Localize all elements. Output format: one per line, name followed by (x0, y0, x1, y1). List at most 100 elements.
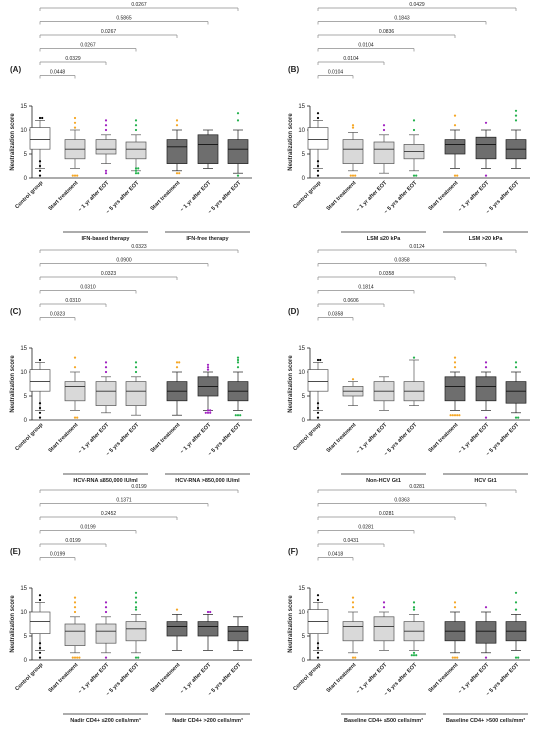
outlier-point (236, 361, 240, 364)
y-tick-label: 10 (20, 610, 27, 616)
x-tick-label: Start treatment (326, 422, 358, 454)
outlier-point (206, 409, 210, 412)
outlier-point (316, 116, 320, 120)
outlier-point (104, 361, 108, 364)
outlier-point (453, 656, 457, 659)
outlier-point (104, 169, 108, 172)
outlier-point (38, 642, 42, 645)
outlier-point (453, 174, 457, 177)
outlier-point (412, 128, 416, 132)
outlier-point (104, 366, 108, 369)
y-axis-label: Neutralization score (288, 595, 294, 653)
outlier-point (410, 654, 413, 657)
pvalue-label: 0.0199 (50, 552, 66, 558)
panel-label: (B) (288, 65, 299, 74)
y-tick-label: 15 (298, 586, 305, 592)
outlier-point (134, 591, 138, 594)
panel-e: (E) 0.0199 0.1371 0.2452 0.0199 0.0199 0.0199 0… (10, 484, 252, 724)
x-tick-label: Control group (292, 422, 323, 453)
pvalue-label: 0.0281 (409, 484, 425, 490)
outlier-point (206, 368, 210, 371)
box (125, 381, 147, 406)
x-tick-label: Start treatment (48, 422, 80, 454)
outlier-point (316, 406, 320, 410)
x-tick-label: ~ 1 yr after EOT (355, 180, 389, 214)
outlier-point (316, 411, 320, 414)
y-tick-label: 5 (24, 394, 28, 400)
group-label: LSM ≤20 kPa (367, 236, 402, 242)
outlier-point (134, 596, 138, 599)
y-tick-label: 5 (24, 634, 28, 640)
outlier-point (38, 174, 42, 177)
group-label: IFN-based therapy (82, 236, 131, 242)
group-label: HCV-RNA ≤850,000 IU/ml (73, 478, 138, 484)
pvalue-label: 0.2452 (101, 511, 117, 517)
x-tick-label: Control group (14, 422, 45, 453)
y-tick-label: 0 (302, 418, 306, 424)
outlier-point (175, 172, 179, 175)
outlier-point (134, 370, 138, 374)
outlier-point (453, 601, 457, 604)
outlier-point (206, 363, 210, 366)
outlier-point (354, 174, 357, 177)
x-tick-label: ~ 5 yrs after EOT (105, 180, 141, 216)
outlier-point (382, 124, 386, 127)
y-axis-label: Neutralization score (288, 355, 294, 413)
outlier-point (76, 416, 79, 419)
outlier-point (484, 606, 488, 609)
outlier-point (206, 366, 210, 369)
box (227, 139, 249, 164)
y-tick-label: 15 (298, 346, 305, 352)
outlier-point (73, 174, 77, 177)
outlier-point (73, 416, 77, 419)
outlier-point (73, 601, 77, 604)
outlier-point (456, 174, 459, 177)
outlier-point (134, 169, 138, 172)
outlier-point (514, 416, 518, 419)
x-tick-label: Start treatment (428, 180, 460, 212)
outlier-point (104, 370, 108, 374)
outlier-point (351, 378, 355, 381)
pvalue-label: 0.0448 (50, 70, 66, 76)
group-label: Baseline CD4+ >500 cells/mm³ (446, 717, 525, 724)
box (95, 139, 117, 155)
y-axis-label: Neutralization score (10, 113, 16, 171)
outlier-point (236, 119, 240, 122)
panel-b: (B) 0.0429 0.1843 0.0836 0.0104 0.0104 0.0104 0… (288, 2, 530, 242)
box (95, 381, 117, 406)
x-tick-label: ~ 1 yr after EOT (355, 422, 389, 456)
outlier-point (134, 608, 138, 611)
pvalue-label: 0.0199 (65, 538, 81, 544)
x-tick-label: ~ 5 yrs after EOT (383, 662, 419, 698)
outlier-point (178, 172, 181, 175)
outlier-point (453, 366, 457, 369)
group-label: Nadir CD4+ >200 cells/mm³ (172, 717, 243, 724)
outlier-point (484, 416, 488, 419)
x-tick-label: Start treatment (326, 180, 358, 212)
box (29, 369, 51, 392)
outlier-point (415, 654, 418, 657)
outlier-point (134, 606, 138, 609)
group-label: HCV Gt1 (474, 478, 496, 484)
x-tick-label: Control group (292, 662, 323, 693)
outlier-point (38, 651, 42, 654)
pvalue-label: 0.0267 (131, 2, 147, 8)
box (166, 621, 188, 637)
outlier-point (134, 128, 138, 132)
outlier-point (382, 606, 386, 609)
outlier-point (316, 646, 320, 650)
outlier-point (73, 366, 77, 369)
outlier-point (204, 411, 207, 414)
outlier-point (137, 172, 140, 175)
x-tick-label: ~ 1 yr after EOT (179, 422, 213, 456)
outlier-point (236, 366, 240, 369)
panel-f: (F) 0.0281 0.0363 0.0281 0.0281 0.0431 0.0418 0… (288, 484, 530, 724)
outlier-point (514, 361, 518, 364)
outlier-point (316, 112, 320, 115)
panel-a: (A) 0.0267 0.5865 0.0267 0.0267 0.0329 0.0448 0… (10, 2, 252, 242)
group-label: Nadir CD4+ ≤200 cells/mm³ (70, 717, 141, 724)
outlier-point (484, 656, 488, 659)
x-tick-label: ~ 1 yr after EOT (77, 662, 111, 696)
x-tick-label: ~ 1 yr after EOT (179, 180, 213, 214)
outlier-point (453, 114, 457, 117)
